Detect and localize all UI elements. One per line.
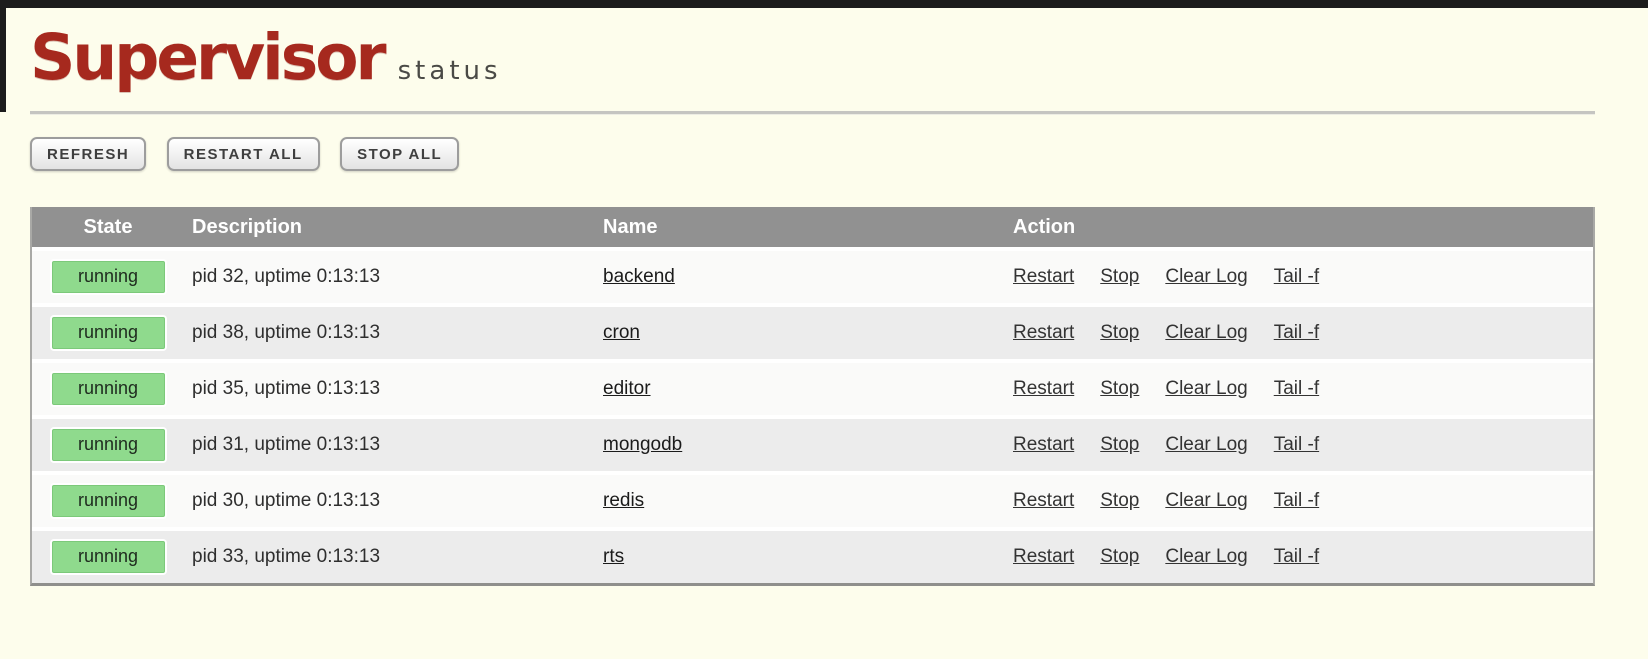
action-clear-log-link[interactable]: Clear Log: [1165, 322, 1248, 343]
column-header-name: Name: [595, 207, 1005, 247]
restart-all-button[interactable]: RESTART ALL: [166, 137, 320, 171]
action-tail-f-link[interactable]: Tail -f: [1273, 378, 1320, 399]
window-top-edge: [0, 0, 1648, 8]
action-restart-link[interactable]: Restart: [1013, 546, 1075, 567]
action-stop-link[interactable]: Stop: [1100, 490, 1140, 511]
action-tail-f-link[interactable]: Tail -f: [1273, 322, 1320, 343]
process-table-body: running pid 32, uptime 0:13:13 backend Rest…: [32, 247, 1593, 583]
process-description: pid 38, uptime 0:13:13: [184, 303, 595, 359]
action-clear-log-link[interactable]: Clear Log: [1165, 434, 1248, 455]
page-content: Supervisor status REFRESH RESTART ALL ST…: [30, 0, 1595, 586]
action-cell: Restart Stop Clear Log Tail -f: [1005, 415, 1593, 471]
status-badge: running: [51, 317, 165, 349]
column-header-state: State: [32, 207, 184, 247]
masthead-divider: [30, 111, 1595, 115]
table-header-row: State Description Name Action: [32, 207, 1593, 247]
table-row: running pid 32, uptime 0:13:13 backend Rest…: [32, 247, 1593, 303]
name-cell: backend: [595, 247, 1005, 303]
action-stop-link[interactable]: Stop: [1100, 322, 1140, 343]
supervisor-logo: Supervisor: [30, 21, 387, 94]
state-cell: running: [32, 247, 184, 303]
action-stop-link[interactable]: Stop: [1100, 378, 1140, 399]
status-badge: running: [51, 485, 165, 517]
state-cell: running: [32, 415, 184, 471]
toolbar: REFRESH RESTART ALL STOP ALL: [30, 137, 1595, 171]
process-description: pid 32, uptime 0:13:13: [184, 247, 595, 303]
action-restart-link[interactable]: Restart: [1013, 322, 1075, 343]
name-cell: redis: [595, 471, 1005, 527]
name-cell: cron: [595, 303, 1005, 359]
process-name-link[interactable]: redis: [603, 490, 645, 511]
action-cell: Restart Stop Clear Log Tail -f: [1005, 471, 1593, 527]
process-name-link[interactable]: backend: [603, 266, 675, 287]
state-cell: running: [32, 471, 184, 527]
action-cell: Restart Stop Clear Log Tail -f: [1005, 247, 1593, 303]
action-clear-log-link[interactable]: Clear Log: [1165, 490, 1248, 511]
action-cell: Restart Stop Clear Log Tail -f: [1005, 527, 1593, 583]
table-row: running pid 30, uptime 0:13:13 redis Restar…: [32, 471, 1593, 527]
process-name-link[interactable]: cron: [603, 322, 640, 343]
process-name-link[interactable]: editor: [603, 378, 651, 399]
status-badge: running: [51, 373, 165, 405]
window-left-edge: [0, 0, 6, 112]
name-cell: mongodb: [595, 415, 1005, 471]
action-clear-log-link[interactable]: Clear Log: [1165, 266, 1248, 287]
name-cell: rts: [595, 527, 1005, 583]
table-row: running pid 31, uptime 0:13:13 mongodb Rest…: [32, 415, 1593, 471]
stop-all-button[interactable]: STOP ALL: [340, 137, 460, 171]
action-tail-f-link[interactable]: Tail -f: [1273, 266, 1320, 287]
name-cell: editor: [595, 359, 1005, 415]
process-name-link[interactable]: rts: [603, 546, 625, 567]
state-cell: running: [32, 303, 184, 359]
refresh-button[interactable]: REFRESH: [30, 137, 147, 171]
action-stop-link[interactable]: Stop: [1100, 434, 1140, 455]
table-row: running pid 35, uptime 0:13:13 editor Resta…: [32, 359, 1593, 415]
window-bottom-edge: [0, 659, 1648, 666]
action-restart-link[interactable]: Restart: [1013, 266, 1075, 287]
process-description: pid 35, uptime 0:13:13: [184, 359, 595, 415]
process-name-link[interactable]: mongodb: [603, 434, 683, 455]
column-header-description: Description: [184, 207, 595, 247]
process-description: pid 33, uptime 0:13:13: [184, 527, 595, 583]
status-badge: running: [51, 541, 165, 573]
table-row: running pid 38, uptime 0:13:13 cron Restart…: [32, 303, 1593, 359]
state-cell: running: [32, 359, 184, 415]
action-tail-f-link[interactable]: Tail -f: [1273, 546, 1320, 567]
action-cell: Restart Stop Clear Log Tail -f: [1005, 359, 1593, 415]
action-tail-f-link[interactable]: Tail -f: [1273, 434, 1320, 455]
action-cell: Restart Stop Clear Log Tail -f: [1005, 303, 1593, 359]
process-table: State Description Name Action running pid…: [30, 207, 1595, 586]
masthead: Supervisor status: [30, 0, 1595, 98]
action-stop-link[interactable]: Stop: [1100, 266, 1140, 287]
action-clear-log-link[interactable]: Clear Log: [1165, 378, 1248, 399]
status-badge: running: [51, 429, 165, 461]
table-row: running pid 33, uptime 0:13:13 rts Restart S…: [32, 527, 1593, 583]
action-restart-link[interactable]: Restart: [1013, 490, 1075, 511]
action-restart-link[interactable]: Restart: [1013, 434, 1075, 455]
page-title: status: [397, 56, 502, 86]
process-description: pid 31, uptime 0:13:13: [184, 415, 595, 471]
action-tail-f-link[interactable]: Tail -f: [1273, 490, 1320, 511]
action-stop-link[interactable]: Stop: [1100, 546, 1140, 567]
column-header-action: Action: [1005, 207, 1593, 247]
status-badge: running: [51, 261, 165, 293]
action-clear-log-link[interactable]: Clear Log: [1165, 546, 1248, 567]
state-cell: running: [32, 527, 184, 583]
process-description: pid 30, uptime 0:13:13: [184, 471, 595, 527]
action-restart-link[interactable]: Restart: [1013, 378, 1075, 399]
